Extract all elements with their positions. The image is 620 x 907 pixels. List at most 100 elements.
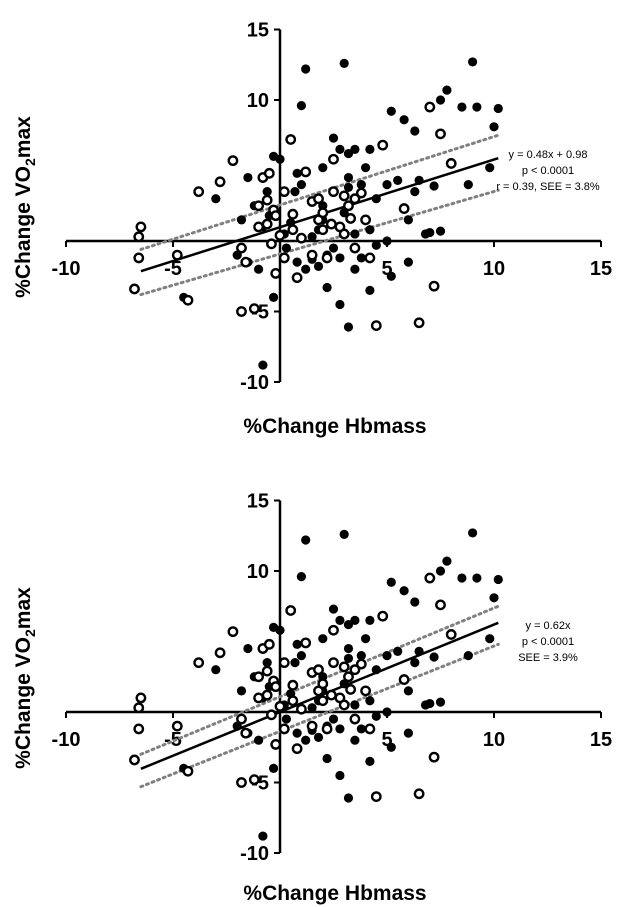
data-point-filled [335,253,345,263]
data-point-filled [468,57,478,67]
y-tick-label: 15 [247,20,269,42]
data-point-filled [365,756,375,766]
data-point-filled [335,615,345,625]
data-point-open [370,320,382,331]
data-point-open [261,689,273,701]
data-point-filled [275,625,285,635]
confidence-band-lower [139,188,500,297]
y-axis-title-prefix: %Change VO [12,166,35,298]
data-point-filled [403,686,413,696]
data-point-open [300,166,312,178]
data-point-open [338,228,350,240]
data-point-filled [335,144,345,154]
data-point-filled [328,243,339,253]
data-point-open [325,689,337,701]
data-point-open [377,139,389,151]
data-point-open [345,213,357,224]
data-point-filled [356,651,366,661]
data-point-open [274,700,286,712]
data-point-filled [262,658,272,668]
data-point-filled [399,115,409,125]
data-point-open [317,207,329,219]
data-point-open [328,657,339,669]
data-point-filled [296,101,306,111]
data-point-open [321,252,333,264]
data-point-filled [410,597,420,607]
data-point-open [424,101,436,113]
data-point-filled [328,133,339,143]
data-point-open [328,153,339,165]
data-point-filled [371,194,381,204]
data-point-filled [463,651,473,661]
data-point-open [360,214,371,226]
stats-annotation-line: p < 0.0001 [522,636,574,648]
data-point-open [171,720,183,732]
data-point-filled [493,103,503,114]
data-point-filled [307,232,317,242]
x-tick-label: -10 [52,729,81,751]
data-point-open [317,678,329,690]
data-point-filled [386,742,396,752]
data-point-filled [307,703,317,713]
data-point-open [291,743,303,755]
data-point-open [377,610,389,622]
data-point-filled [350,264,360,274]
data-point-filled [361,634,371,644]
data-point-open [274,229,286,241]
x-tick-label: 15 [590,258,612,280]
data-point-filled [414,646,424,656]
data-point-filled [262,187,272,197]
data-point-open [227,626,239,638]
data-point-open [133,723,145,735]
data-point-filled [335,770,345,781]
data-point-filled [290,658,300,668]
data-point-filled [243,172,253,183]
data-point-filled [313,732,324,742]
y-tick-label: -10 [240,843,269,865]
data-point-filled [442,85,452,95]
data-point-filled [350,615,360,625]
data-point-filled [254,735,264,745]
data-point-filled [386,106,396,116]
data-point-filled [301,535,311,545]
data-point-filled [403,728,413,738]
data-point-open [129,283,140,295]
data-point-open [343,671,354,683]
data-point-filled [485,634,495,644]
data-point-filled [365,225,375,235]
data-point-open [214,176,226,188]
x-tick-label: 10 [483,729,505,751]
data-point-filled [403,215,413,225]
data-point-filled [343,322,354,332]
data-point-filled [296,180,306,190]
data-point-filled [410,658,420,668]
y-tick-label: 15 [247,491,269,513]
data-point-open [355,658,367,670]
data-point-open [424,572,436,584]
data-point-filled [365,144,375,154]
data-point-open [328,186,339,198]
data-point-filled [328,714,339,724]
data-point-filled [425,227,435,238]
data-point-open [133,231,145,243]
data-point-filled [350,735,360,745]
stats-annotation-line: y = 0.62x [526,620,571,632]
data-point-open [435,128,446,140]
data-point-open [171,249,183,261]
data-point-open [248,774,260,786]
data-point-filled [350,229,360,239]
data-point-filled [236,215,247,225]
data-point-filled [382,236,392,246]
data-point-filled [339,529,349,539]
stats-annotation-line: r = 0.39, SEE = 3.8% [496,181,600,193]
data-point-filled [335,299,345,310]
data-point-filled [386,577,396,587]
data-point-open [227,155,239,167]
data-point-filled [386,271,396,281]
data-point-open [270,268,282,279]
y-axis-title-suffix: max [12,587,35,629]
data-point-filled [425,698,435,709]
data-point-filled [472,573,482,583]
confidence-band-upper [139,133,500,251]
